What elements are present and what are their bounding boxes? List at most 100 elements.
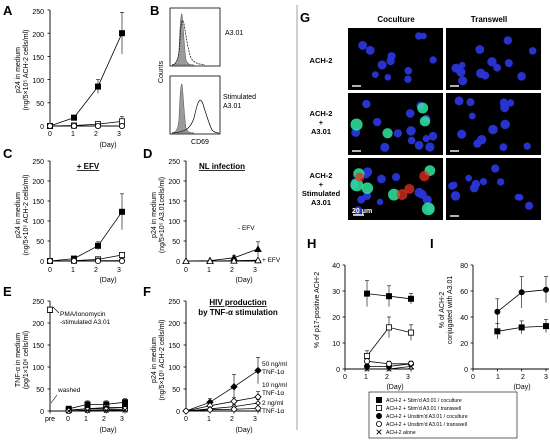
col-header-transwell: Transwell [471,15,507,24]
annotation-E-washed-arrow [50,394,58,404]
data-point-H-4 [385,360,392,367]
series-line-E-3 [68,407,126,411]
ytick-C-5: 250 [32,159,44,166]
legend-marker-3 [375,412,382,419]
data-point-E-2 [47,306,54,313]
legend-marker-2 [375,404,382,411]
data-point-H-5 [408,363,414,370]
xtick-H-1: 1 [364,374,368,381]
nucleus-r1c1 [384,73,392,81]
xtick-A-3: 3 [117,131,121,138]
ylabel-B: Counts [158,60,165,83]
series-line-E-5 [68,409,126,412]
nucleus-r2c2 [499,143,508,152]
data-point-H-5 [364,366,370,372]
annotation-F-10-1: 10 ng/ml [262,382,287,389]
row-label-3-2: + [319,180,324,189]
ytick-F-2: 100 [168,365,180,372]
data-point-C-4 [47,257,54,264]
ylabel-E-1: TNF-α in medium [15,333,22,387]
xlabel-D: (Day) [235,277,252,284]
nucleus-r2c1 [380,142,390,152]
series-line-F-4 [185,407,259,412]
row-label-2-1: ACH-2 [310,109,333,118]
xlabel-C: (Day) [99,277,116,284]
data-point-H-4 [407,360,414,367]
data-point-C-1 [95,242,102,249]
annotation-E-pma-arrow [52,306,60,314]
nucleus-r1c1 [404,75,412,83]
xtick-H-0: 0 [343,374,347,381]
ytick-I-4: 80 [460,263,468,270]
nucleus-r2c1 [393,129,402,138]
annotation-D-plus-efv: + EFV [262,257,281,264]
ytick-A-3: 150 [32,55,44,62]
legend-marker-4 [375,420,382,427]
ylabel-D-2: (ng/5×10⁵ A3.01cells/ml) [159,177,166,253]
a301-cell-r3c1 [419,170,430,182]
nucleus-r1c1 [377,60,387,70]
legend-box [368,391,518,439]
nucleus-r3c1 [377,174,386,184]
xtick-D-2: 2 [230,267,234,274]
annotation-F-50-2: TNF-1α [262,369,284,376]
nucleus-r2c2 [523,142,531,150]
nucleus-r3c2 [496,178,505,186]
annotation-E-pma-1: PMA/Ionomycin [60,311,106,318]
micro-coculture-ach2 [348,28,443,90]
xtick-E-4: 3 [120,416,124,423]
ytick-D-3: 150 [168,199,180,206]
data-point-F-4 [182,407,190,415]
xlabel-H: (Day) [386,384,403,391]
legend-marker-5 [376,429,382,435]
nucleus-r3c1 [362,191,372,201]
data-point-I-2 [494,308,501,315]
nucleus-r1c1 [404,66,413,75]
ylabel-I-2: conjugated with A3.01 [447,276,454,345]
annotation-F-50-1: 50 ng/ml [262,361,287,368]
ytick-F-3: 150 [168,343,180,350]
legend-entry-4: ACH-2 + Unstim'd A3.01 / transwell [386,422,467,428]
data-point-A-1 [119,30,126,37]
xtick-D-0: 0 [184,267,188,274]
nucleus-r3c2 [479,178,488,186]
ylabel-C-2: (ng/5×10⁵ ACH-2 cells/ml) [23,175,30,256]
series-line-D-2 [186,259,259,262]
data-point-H-4 [363,358,370,365]
label-B-bottom-2: A3.01 [223,103,241,110]
nucleus-r2c1 [425,142,435,152]
ytick-H-3: 30 [332,289,340,296]
panel-label-D: D [143,146,152,161]
ytick-F-1: 50 [172,387,180,394]
p17-positive-cell-r2c1 [382,128,393,139]
xtick-C-2: 2 [94,267,98,274]
ytick-I-1: 20 [460,341,468,348]
ylabel-F-1: p24 in medium [151,337,158,383]
ytick-D-5: 250 [168,159,180,166]
annotation-E-washed: washed [57,387,81,394]
nucleus-r2c1 [406,126,416,136]
nucleus-r2c2 [506,99,515,107]
col-header-coculture: Coculture [377,15,415,24]
xtick-C-0: 0 [48,267,52,274]
xtick-F-1: 1 [207,416,211,423]
legend-markers [375,396,382,435]
annotation-F-10-2: TNF-1α [262,390,284,397]
panel-label-B: B [150,3,159,18]
xtick-A-0: 0 [48,131,52,138]
histogram-cd69-top [171,20,206,66]
ytick-D-2: 100 [168,219,180,226]
data-point-I-1 [494,328,501,335]
ytick-E-4: 200 [32,321,44,328]
data-point-F-4 [206,406,214,414]
ytick-E-1: 50 [36,387,44,394]
series-line-C-1 [49,211,123,262]
nucleus-r2c2 [468,112,476,120]
a301-cell-r3c1 [404,183,415,195]
data-point-A-1 [95,83,102,90]
ytick-H-0: 0 [336,367,340,374]
panel-label-F: F [143,284,151,299]
data-point-H-1 [363,290,370,297]
nucleus-r2c2 [499,98,509,107]
data-point-H-2 [363,352,370,359]
